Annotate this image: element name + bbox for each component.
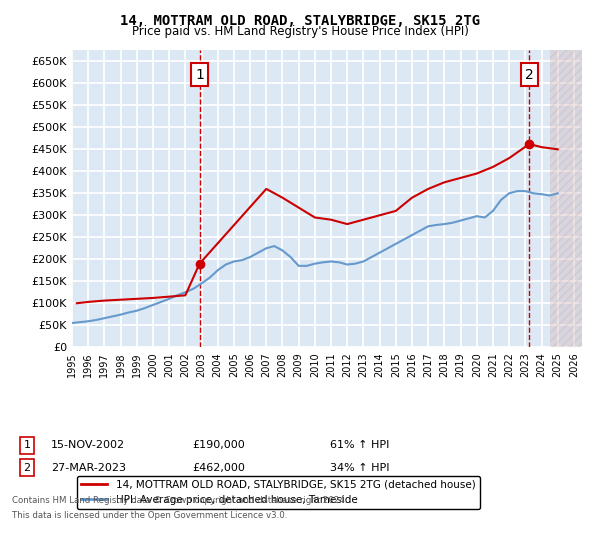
Text: 2: 2: [525, 68, 533, 82]
Text: 1: 1: [195, 68, 204, 82]
Text: £190,000: £190,000: [192, 440, 245, 450]
Bar: [550, 50, 582, 347]
Text: 34% ↑ HPI: 34% ↑ HPI: [330, 463, 389, 473]
Text: 61% ↑ HPI: 61% ↑ HPI: [330, 440, 389, 450]
Text: This data is licensed under the Open Government Licence v3.0.: This data is licensed under the Open Gov…: [12, 511, 287, 520]
Text: £462,000: £462,000: [192, 463, 245, 473]
Legend: 14, MOTTRAM OLD ROAD, STALYBRIDGE, SK15 2TG (detached house), HPI: Average price: 14, MOTTRAM OLD ROAD, STALYBRIDGE, SK15 …: [77, 475, 479, 509]
Text: 2: 2: [23, 463, 31, 473]
Text: 27-MAR-2023: 27-MAR-2023: [51, 463, 126, 473]
Text: Price paid vs. HM Land Registry's House Price Index (HPI): Price paid vs. HM Land Registry's House …: [131, 25, 469, 38]
Text: 15-NOV-2002: 15-NOV-2002: [51, 440, 125, 450]
Text: Contains HM Land Registry data © Crown copyright and database right 2024.: Contains HM Land Registry data © Crown c…: [12, 496, 347, 505]
Text: 1: 1: [23, 440, 31, 450]
Text: 14, MOTTRAM OLD ROAD, STALYBRIDGE, SK15 2TG: 14, MOTTRAM OLD ROAD, STALYBRIDGE, SK15 …: [120, 14, 480, 28]
